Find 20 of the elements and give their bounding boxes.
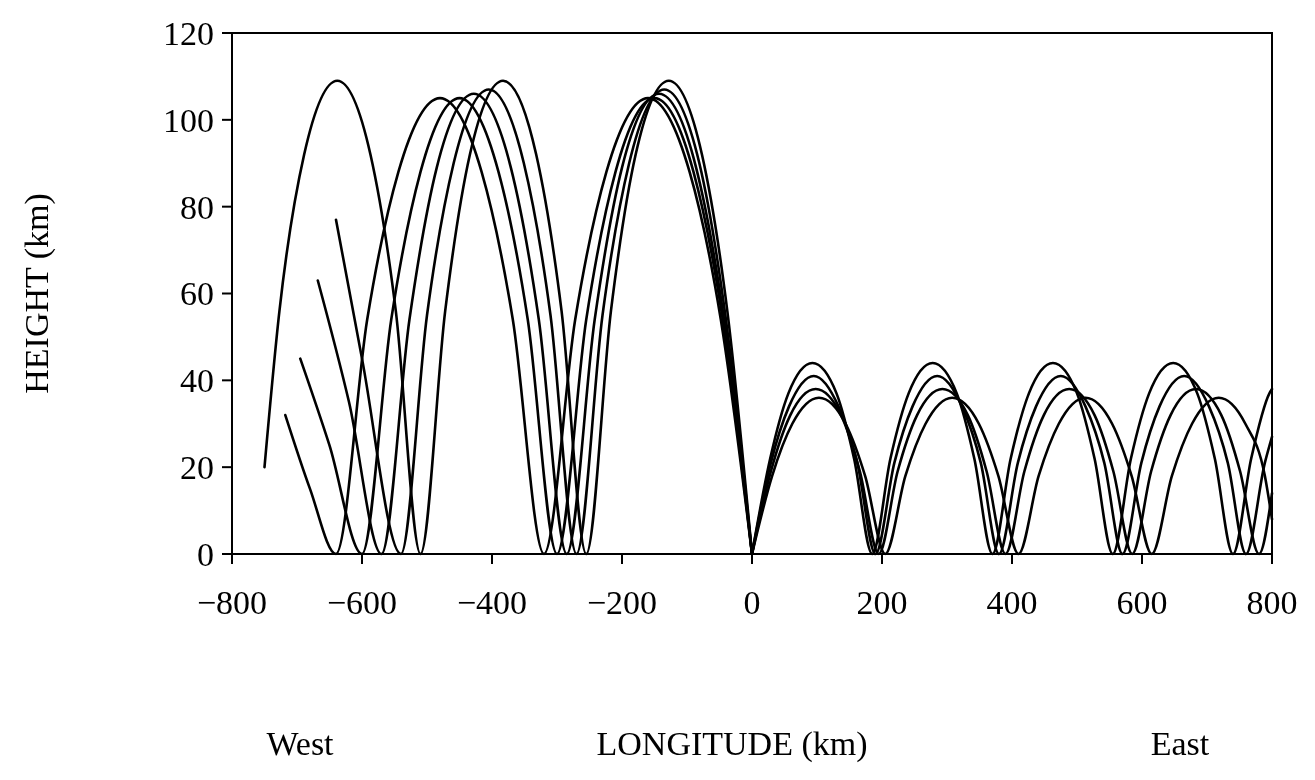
y-tick-label: 80 xyxy=(180,188,214,226)
x-tick-label: 200 xyxy=(856,584,908,621)
y-tick-label: 100 xyxy=(163,101,214,139)
y-tick-label: 120 xyxy=(163,14,214,52)
text: West xyxy=(266,725,335,762)
x-tick-label: 400 xyxy=(986,584,1038,621)
text: East xyxy=(1150,725,1210,762)
y-axis-title: HEIGHT (km) xyxy=(18,193,56,394)
y-tick-label: 0 xyxy=(197,535,214,573)
y-tick-label: 20 xyxy=(180,449,214,487)
y-tick-label: 40 xyxy=(180,362,214,400)
x-tick-label: 800 xyxy=(1246,584,1298,621)
x-tick-label: −400 xyxy=(456,584,528,621)
x-tick-label: −600 xyxy=(326,584,398,621)
x-tick-label: −800 xyxy=(196,584,268,621)
y-tick-label: 60 xyxy=(180,275,214,313)
x-tick-label: 600 xyxy=(1116,584,1168,621)
x-tick-label: 0 xyxy=(743,584,761,621)
x-axis-title: LONGITUDE (km) xyxy=(596,725,868,763)
x-tick-label: −200 xyxy=(586,584,658,621)
